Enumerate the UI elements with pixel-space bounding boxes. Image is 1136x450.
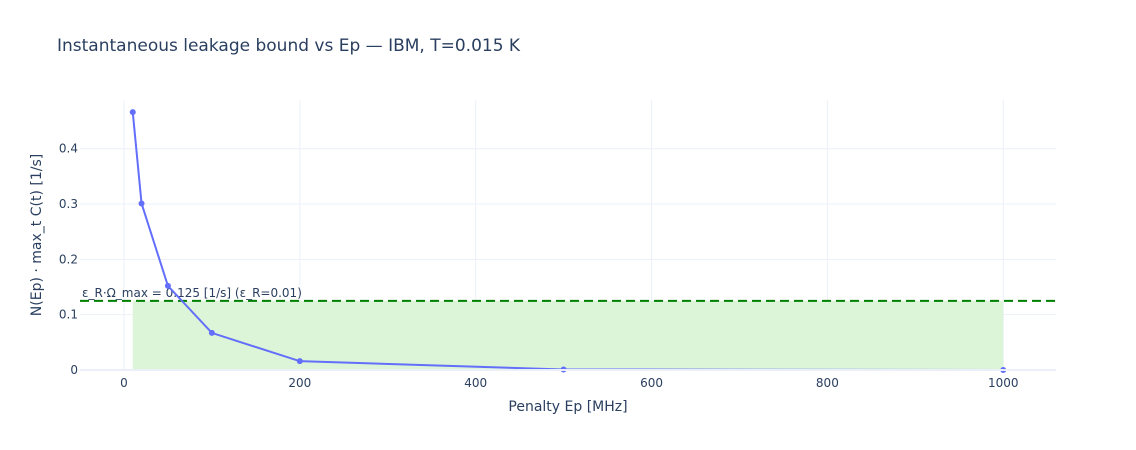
y-tick-label: 0 — [70, 363, 78, 377]
data-point — [138, 200, 145, 207]
x-tick-label: 800 — [816, 376, 839, 390]
axes: 0 200 400 600 800 1000 0 0.1 0.2 0.3 0.4 — [59, 142, 1056, 390]
x-tick-label: 400 — [464, 376, 487, 390]
shaded-region — [132, 300, 1004, 370]
shaded-region-group — [132, 300, 1004, 370]
y-tick-label: 0.4 — [59, 142, 78, 156]
data-point — [129, 109, 136, 116]
x-axis-label: Penalty Ep [MHz] — [508, 399, 627, 415]
x-tick-label: 1000 — [988, 376, 1019, 390]
threshold-label: ε_R·Ω_max = 0.125 [1/s] (ε_R=0.01) — [82, 286, 302, 300]
data-point — [208, 329, 215, 336]
y-tick-label: 0.2 — [59, 252, 78, 266]
threshold-group: ε_R·Ω_max = 0.125 [1/s] (ε_R=0.01) — [80, 286, 1056, 302]
chart-title: Instantaneous leakage bound vs Ep — IBM,… — [57, 36, 521, 56]
y-axis-label: N(Ep) · max_t C(t) [1/s] — [29, 154, 45, 316]
data-point — [164, 282, 171, 289]
data-point — [296, 358, 303, 365]
y-tick-label: 0.1 — [59, 308, 78, 322]
x-tick-label: 600 — [640, 376, 663, 390]
x-tick-label: 0 — [120, 376, 128, 390]
y-tick-label: 0.3 — [59, 197, 78, 211]
x-tick-label: 200 — [288, 376, 311, 390]
